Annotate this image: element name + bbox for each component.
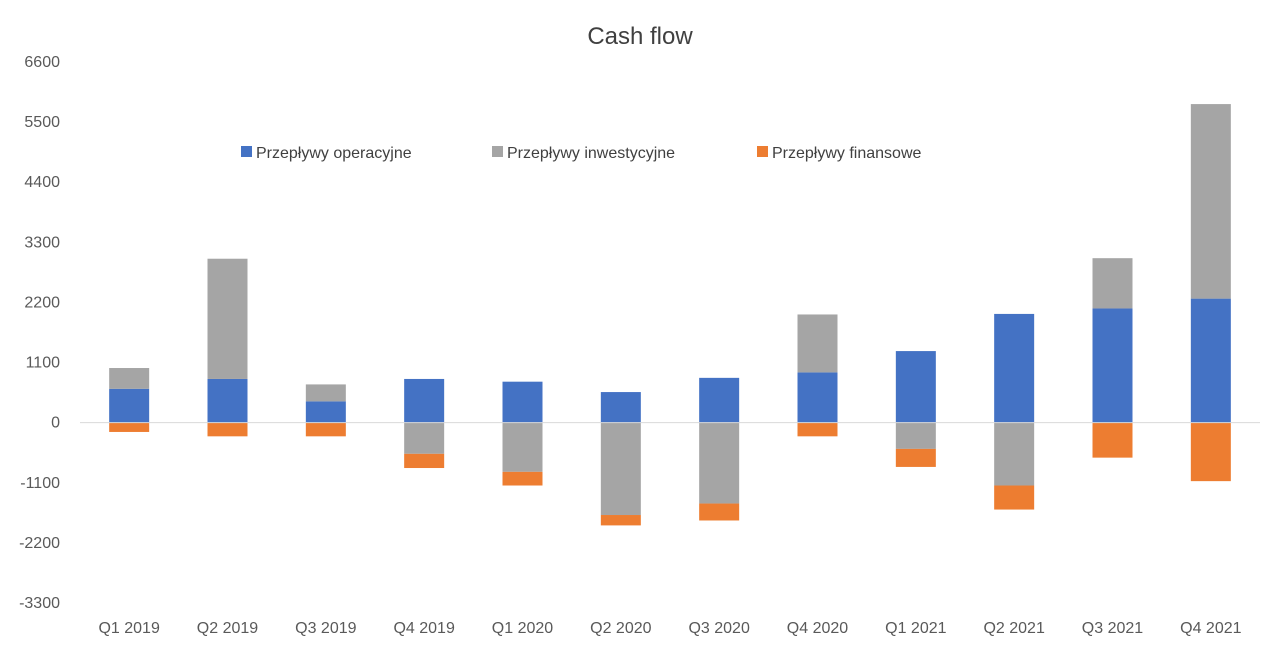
x-tick-label: Q4 2020 — [787, 620, 848, 637]
bar-series-3-q1-2019 — [109, 422, 150, 432]
y-tick-label: -1100 — [20, 475, 60, 492]
bar-series-1-q4-2020 — [797, 372, 838, 423]
y-tick-label: 5500 — [24, 114, 60, 131]
legend-swatch — [492, 146, 503, 157]
x-tick-label: Q2 2021 — [983, 620, 1044, 637]
bar-series-2-q4-2019 — [404, 422, 445, 454]
x-tick-label: Q1 2019 — [98, 620, 159, 637]
bar-series-2-q4-2021 — [1190, 104, 1231, 299]
y-tick-label: 3300 — [24, 234, 60, 251]
bar-series-2-q2-2021 — [994, 422, 1035, 486]
x-tick-label: Q3 2020 — [688, 620, 749, 637]
bar-series-1-q3-2019 — [305, 401, 346, 423]
bar-series-1-q3-2020 — [699, 377, 740, 423]
bar-series-1-q4-2021 — [1190, 298, 1231, 423]
legend-swatch — [241, 146, 252, 157]
bar-series-1-q1-2021 — [895, 351, 936, 423]
y-tick-label: -3300 — [19, 595, 60, 612]
x-tick-label: Q4 2019 — [393, 620, 454, 637]
legend-label: Przepływy operacyjne — [256, 145, 412, 162]
bar-series-3-q4-2019 — [404, 453, 445, 469]
bar-series-3-q1-2020 — [502, 471, 543, 486]
y-tick-label: 0 — [51, 415, 60, 432]
bar-series-3-q4-2020 — [797, 422, 838, 437]
bar-series-1-q4-2019 — [404, 378, 445, 423]
bar-series-1-q2-2020 — [600, 392, 641, 423]
x-tick-label: Q4 2021 — [1180, 620, 1241, 637]
y-axis: 6600 5500 4400 3300 2200 1100 0 -1100 -2200 -3300 — [19, 54, 60, 612]
bar-series-3-q2-2021 — [994, 485, 1035, 510]
x-tick-label: Q1 2020 — [492, 620, 553, 637]
x-tick-label: Q2 2019 — [197, 620, 258, 637]
y-tick-label: 6600 — [24, 54, 60, 71]
bar-series-2-q2-2020 — [600, 422, 641, 516]
bar-series-1-q2-2021 — [994, 313, 1035, 423]
x-tick-label: Q3 2019 — [295, 620, 356, 637]
bar-series-2-q3-2021 — [1092, 258, 1133, 309]
bar-series-3-q3-2021 — [1092, 422, 1133, 458]
chart-title: Cash flow — [587, 23, 693, 50]
bar-series-2-q1-2020 — [502, 422, 543, 472]
bar-series-3-q4-2021 — [1190, 422, 1231, 482]
bar-series-1-q1-2019 — [109, 388, 150, 423]
y-tick-label: -2200 — [19, 535, 60, 552]
x-tick-label: Q1 2021 — [885, 620, 946, 637]
legend-label: Przepływy inwestycyjne — [507, 145, 675, 162]
bar-series-2-q4-2020 — [797, 314, 838, 373]
bar-series-1-q2-2019 — [207, 378, 248, 423]
y-tick-label: 4400 — [24, 174, 60, 191]
x-tick-label: Q2 2020 — [590, 620, 651, 637]
bar-series-3-q3-2019 — [305, 422, 346, 437]
x-tick-label: Q3 2021 — [1082, 620, 1143, 637]
legend-swatch — [757, 146, 768, 157]
bar-series-1-q1-2020 — [502, 381, 543, 423]
bar-series-2-q1-2019 — [109, 368, 150, 389]
bar-series-3-q3-2020 — [699, 503, 740, 521]
bar-series-2-q2-2019 — [207, 258, 248, 379]
bar-series-2-q3-2019 — [305, 384, 346, 402]
x-axis: Q1 2019 Q2 2019 Q3 2019 Q4 2019 Q1 2020 Q2 20… — [98, 620, 1241, 637]
bars-group — [109, 104, 1231, 526]
y-tick-label: 1100 — [26, 355, 61, 372]
bar-series-2-q3-2020 — [699, 422, 740, 504]
bar-series-1-q3-2021 — [1092, 308, 1133, 423]
y-tick-label: 2200 — [24, 294, 60, 311]
bar-series-3-q1-2021 — [895, 448, 936, 467]
bar-series-2-q1-2021 — [895, 422, 936, 449]
legend: Przepływy operacyjne Przepływy inwestycyj… — [241, 145, 922, 162]
bar-series-3-q2-2019 — [207, 422, 248, 437]
bar-series-3-q2-2020 — [600, 515, 641, 526]
legend-label: Przepływy finansowe — [772, 145, 922, 162]
